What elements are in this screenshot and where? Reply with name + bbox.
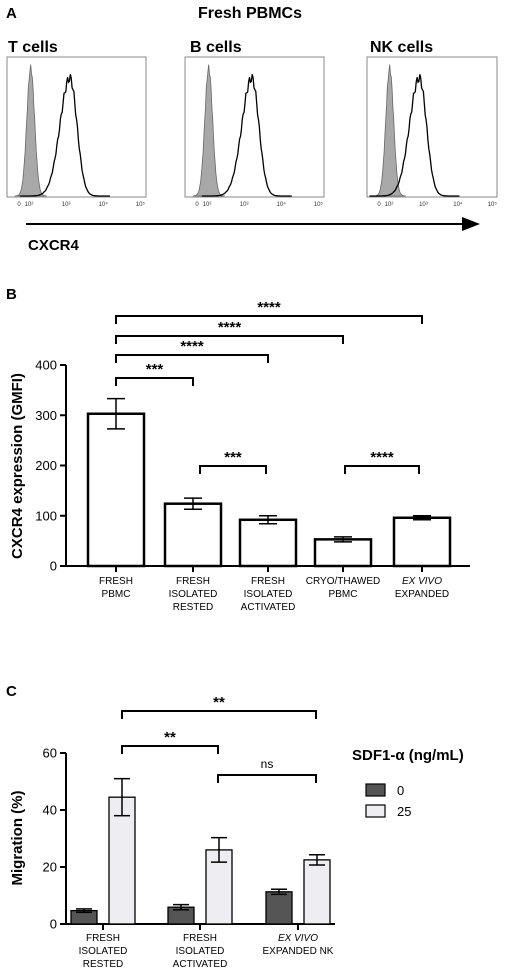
panel-b-significance-bracket: [115, 315, 423, 324]
panel-b-category-label: PBMC: [329, 589, 358, 600]
cxcr4-stain-histogram: [201, 74, 292, 197]
histogram-tick-label: 10⁵: [488, 201, 498, 208]
panel-c-significance-label: ns: [261, 757, 274, 771]
panel-c-category-label: FRESH: [86, 933, 120, 944]
panel-c-bar-chart: C Migration (%) 0 20 40 60 FRESH ISOLATED REST…: [6, 683, 464, 970]
panel-c-category-label: ISOLATED: [79, 946, 128, 957]
histogram-tick-label: 0: [377, 202, 381, 208]
panel-b-category-label: EXPANDED: [395, 589, 449, 600]
histogram-tick-label: 10³: [62, 202, 71, 208]
panel-b-category-label: FRESH: [251, 576, 285, 587]
panel-a-xlabel: CXCR4: [28, 237, 80, 254]
panel-b-category-label: CRYO/THAWED: [306, 576, 380, 587]
panel-b-category-label: EX VIVO: [402, 576, 442, 587]
panel-c-category-label: ISOLATED: [176, 946, 225, 957]
panel-b-ylabel: CXCR4 expression (GMFI): [9, 373, 26, 559]
panel-b-y-tick-label: 0: [50, 559, 57, 574]
histogram-tick-label: 0: [195, 202, 199, 208]
cxcr4-axis-arrow-head: [462, 217, 480, 231]
histogram-title: NK cells: [370, 39, 433, 56]
legend-label-0: 0: [397, 783, 404, 798]
panel-b-bar-chart: B CXCR4 expression (GMFI) 0 100 200 300 400 F…: [6, 286, 470, 613]
panel-c-ylabel: Migration (%): [9, 791, 26, 886]
panel-c-bar-series-0: [265, 891, 293, 925]
panel-b-significance-bracket: [199, 465, 267, 474]
panel-b-significance-label: ****: [370, 449, 394, 466]
panel-c-significance-bracket: [121, 710, 317, 719]
histogram-tick-label: 10³: [240, 202, 249, 208]
panel-b-bar: [313, 538, 373, 568]
histogram-2: B cells 0 10² 10³ 10⁴ 10⁵: [184, 39, 325, 208]
panel-a-title: Fresh PBMCs: [198, 5, 302, 22]
panel-b-significance-label: ****: [180, 338, 204, 355]
legend-swatch-25: [365, 804, 386, 818]
panel-b-significance-label: ****: [218, 319, 242, 336]
panel-b-bar: [392, 516, 452, 568]
histogram-tick-label: 10²: [385, 202, 394, 208]
panel-c-bar-series-25: [108, 796, 136, 925]
panel-c-significance-label: **: [164, 729, 176, 746]
panel-b-bar: [238, 518, 298, 568]
histogram-1: T cells 0 10² 10³ 10⁴ 10⁵: [6, 39, 147, 208]
panel-b-y-tick-label: 200: [35, 458, 57, 473]
panel-b-y-tick-label: 300: [35, 408, 57, 423]
panel-c-category-label: RESTED: [83, 959, 124, 970]
panel-c-bar-series-25: [303, 859, 331, 925]
panel-b-significance-bracket: [344, 465, 420, 474]
panel-b-letter: B: [6, 286, 17, 303]
panel-c-category-label: FRESH: [183, 933, 217, 944]
panel-b-significance-label: ***: [224, 449, 242, 466]
panel-b-significance-bracket: [115, 377, 194, 386]
panel-c-y-tick-label: 60: [43, 746, 57, 761]
panel-c-significance-bracket: [121, 745, 219, 754]
histogram-tick-label: 10²: [203, 202, 212, 208]
panel-b-significance-bracket: [115, 335, 344, 344]
panel-c-category-label: EX VIVO: [278, 933, 318, 944]
panel-b-category-label: RESTED: [173, 602, 214, 613]
cxcr4-stain-histogram: [369, 74, 460, 197]
isotype-control-histogram: [373, 64, 406, 197]
panel-c-category-label: EXPANDED NK: [263, 946, 334, 957]
histogram-tick-label: 10⁴: [99, 201, 109, 208]
panel-c-letter: C: [6, 683, 17, 700]
histogram-tick-label: 10³: [419, 202, 428, 208]
legend: 025: [365, 783, 411, 819]
panel-c-significance-label: **: [213, 694, 225, 711]
panel-c-y-tick-label: 20: [43, 860, 57, 875]
panel-c-category-label: ACTIVATED: [173, 959, 228, 970]
histogram-tick-label: 10⁴: [277, 201, 287, 208]
histogram-tick-label: 10⁵: [314, 201, 324, 208]
histogram-tick-label: 10⁴: [453, 201, 463, 208]
histogram-tick-label: 0: [17, 202, 21, 208]
panel-b-y-tick-label: 100: [35, 508, 57, 523]
legend-title: SDF1-α (ng/mL): [352, 747, 464, 764]
panel-b-significance-label: ***: [146, 361, 164, 378]
panel-b-bar: [86, 412, 146, 568]
panel-b-y-tick-label: 400: [35, 358, 57, 373]
legend-swatch-0: [365, 783, 386, 797]
histogram-title: T cells: [8, 39, 58, 56]
cxcr4-stain-histogram: [19, 74, 110, 197]
panel-b-category-label: ACTIVATED: [241, 602, 296, 613]
panel-b-category-label: PBMC: [102, 589, 131, 600]
isotype-control-histogram: [14, 64, 47, 197]
panel-b-category-label: FRESH: [99, 576, 133, 587]
panel-b-significance-bracket: [115, 354, 269, 363]
legend-label-25: 25: [397, 804, 411, 819]
panel-b-category-label: ISOLATED: [169, 589, 218, 600]
histogram-3: NK cells 0 10² 10³ 10⁴ 10⁵: [366, 39, 498, 208]
panel-b-bar: [163, 502, 223, 568]
panel-b-category-label: ISOLATED: [244, 589, 293, 600]
panel-b-category-label: FRESH: [176, 576, 210, 587]
panel-c-y-tick-label: 0: [50, 917, 57, 932]
panel-a-letter: A: [6, 5, 17, 22]
panel-b-significance-label: ****: [257, 299, 281, 316]
histogram-title: B cells: [190, 39, 242, 56]
panel-c-y-tick-label: 40: [43, 803, 57, 818]
panel-c-significance-bracket: [217, 774, 317, 783]
histogram-tick-label: 10⁵: [136, 201, 146, 208]
histogram-tick-label: 10²: [25, 202, 34, 208]
